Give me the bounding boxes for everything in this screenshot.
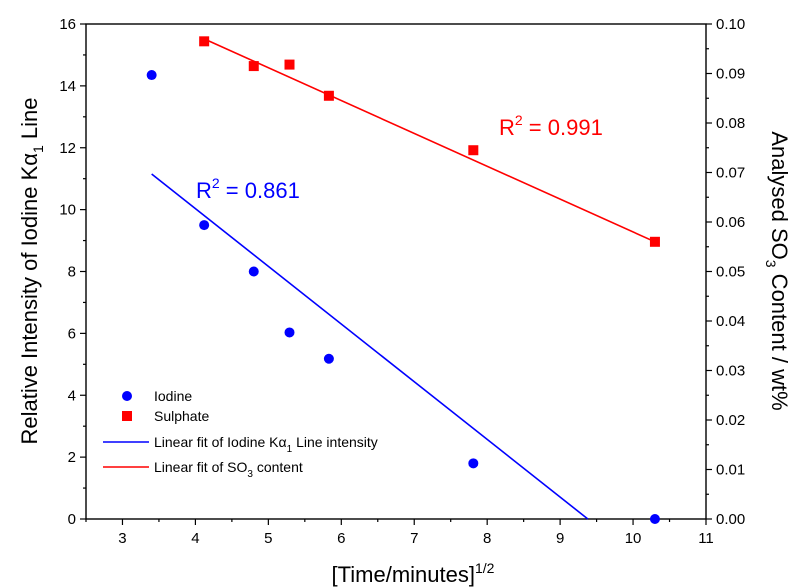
sulphate-data-point (248, 61, 259, 72)
right-y-tick-label: 0.02 (716, 412, 745, 429)
x-tick-label: 4 (191, 530, 199, 547)
iodine-data-point (146, 70, 157, 81)
right-y-axis-title: Analysed SO3 Content / wt% (763, 131, 792, 410)
right-y-tick-label: 0.04 (716, 313, 745, 330)
iodine-fit-line (151, 173, 589, 520)
legend-label-sulphate-fit: Linear fit of SO3 content (154, 459, 303, 480)
right-y-tick-label: 0.03 (716, 363, 745, 380)
legend-marker-iodine (122, 391, 132, 401)
legend: Iodine Sulphate Linear fit of Iodine Kα1… (103, 388, 378, 480)
x-tick-label: 11 (698, 530, 714, 547)
left-y-tick-label: 2 (68, 449, 76, 466)
x-axis-title: [Time/minutes]1/2 (332, 560, 495, 587)
right-y-tick-label: 0.00 (716, 511, 745, 528)
left-y-axis-title: Relative Intensity of Iodine Kα1 Line (17, 97, 46, 444)
iodine-data-point (323, 353, 334, 364)
iodine-data-point (284, 327, 295, 338)
left-y-tick-label: 10 (59, 202, 76, 219)
legend-label-sulphate: Sulphate (154, 408, 209, 424)
x-tick-label: 7 (410, 530, 418, 547)
right-y-tick-label: 0.06 (716, 214, 745, 231)
right-y-tick-label: 0.01 (716, 462, 745, 479)
x-tick-label: 10 (625, 530, 642, 547)
legend-marker-sulphate (122, 411, 132, 421)
sulphate-data-point (649, 236, 660, 247)
x-tick-label: 9 (556, 530, 564, 547)
x-tick-label: 6 (337, 530, 345, 547)
sulphate-r2-annotation: R2 = 0.991 (499, 112, 603, 140)
left-y-tick-label: 0 (68, 511, 76, 528)
left-y-tick-label: 16 (59, 16, 76, 33)
legend-label-iodine: Iodine (154, 388, 192, 404)
sulphate-data-point (284, 59, 295, 70)
x-tick-label: 8 (483, 530, 491, 547)
left-y-tick-label: 6 (68, 325, 76, 342)
right-y-tick-label: 0.08 (716, 115, 745, 132)
right-y-tick-label: 0.05 (716, 264, 745, 281)
left-y-tick-label: 12 (59, 140, 76, 157)
sulphate-data-point (323, 90, 334, 101)
right-y-tick-label: 0.09 (716, 66, 745, 83)
iodine-data-point (199, 220, 210, 231)
left-y-tick-label: 8 (68, 264, 76, 281)
iodine-r2-annotation: R2 = 0.861 (196, 175, 300, 203)
fit-lines (151, 38, 656, 520)
left-y-tick-label: 4 (68, 387, 76, 404)
right-y-axis-ticks: 0.00 0.01 0.02 0.03 0.04 0.05 0.06 0.07 0.08 0.09… (706, 16, 745, 528)
legend-label-iodine-fit: Linear fit of Iodine Kα1 Line intensity (154, 434, 378, 455)
x-tick-label: 3 (118, 530, 126, 547)
iodine-data-point (468, 458, 479, 469)
left-y-axis-ticks: 0 2 4 6 8 10 12 14 16 (59, 16, 86, 528)
x-axis-ticks: 3 4 5 6 7 8 9 10 11 (85, 519, 714, 547)
left-y-tick-label: 14 (59, 78, 76, 95)
sulphate-fit-line (203, 38, 656, 243)
iodine-data-point (248, 266, 259, 277)
data-points (146, 36, 660, 524)
right-y-tick-label: 0.10 (716, 16, 745, 33)
x-tick-label: 5 (264, 530, 272, 547)
sulphate-data-point (468, 145, 479, 156)
sulphate-data-point (199, 36, 210, 47)
right-y-tick-label: 0.07 (716, 165, 745, 182)
iodine-data-point (649, 514, 660, 524)
